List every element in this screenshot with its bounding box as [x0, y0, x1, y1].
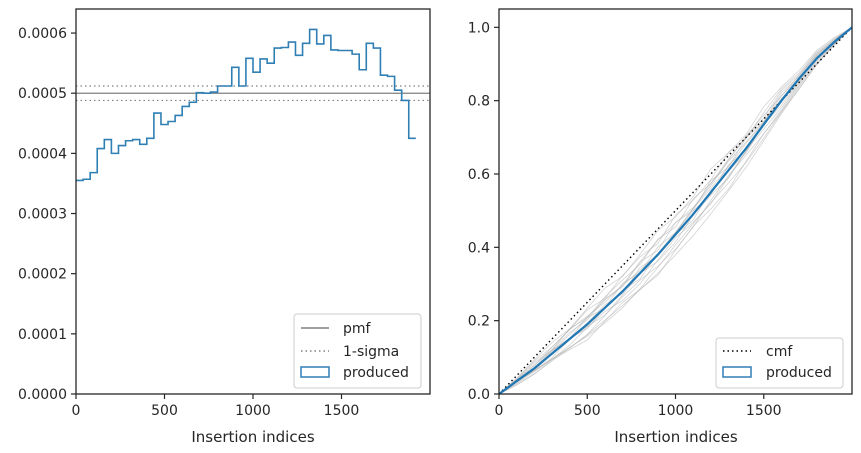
y-tick-label: 1.0	[468, 20, 490, 36]
bootstrap-curve	[498, 27, 853, 395]
x-tick-label: 0	[72, 403, 81, 419]
produced-histogram-step	[76, 28, 416, 182]
cumulative-ticks: 0 500 1000 1500 0.0 0.2 0.4 0.6 0.8 1.0	[468, 20, 782, 419]
legend-cumulative-produced-swatch	[722, 366, 752, 378]
histogram-ticks: 0 500 1000 1500 0.0000 0.0001 0.0002 0.0003 0.00…	[18, 26, 359, 419]
x-tick-label: 1000	[235, 403, 271, 419]
bootstrap-curve	[498, 27, 853, 395]
histogram-legend: pmf 1-sigma produced	[293, 313, 422, 389]
y-tick-label: 0.2	[468, 314, 490, 330]
y-tick-label: 0.0006	[18, 26, 67, 42]
y-tick-label: 0.0005	[18, 86, 67, 102]
produced-cumulative-line	[498, 26, 853, 395]
cumulative-marks	[498, 26, 853, 395]
legend-cumulative-produced-label: produced	[766, 365, 832, 381]
legend-produced-swatch	[300, 366, 330, 378]
y-tick-label: 0.0002	[18, 267, 67, 283]
x-tick-label: 500	[574, 403, 601, 419]
histogram-marks	[76, 28, 430, 182]
legend-produced-label: produced	[343, 365, 409, 381]
cumulative-x-axis-label: Insertion indices	[614, 428, 737, 446]
x-tick-label: 0	[495, 403, 504, 419]
x-tick-label: 1500	[746, 403, 782, 419]
x-tick-label: 500	[151, 403, 178, 419]
bootstrap-curve	[498, 27, 853, 395]
bootstrap-curve	[498, 26, 853, 395]
cumulative-legend-box	[715, 337, 844, 389]
cumulative-frame	[498, 8, 853, 395]
histogram-x-axis-label: Insertion indices	[191, 428, 314, 446]
bootstrap-curve	[498, 27, 853, 395]
legend-sigma-label: 1-sigma	[343, 344, 399, 360]
y-tick-label: 0.0000	[18, 387, 67, 403]
legend-cmf-label: cmf	[766, 344, 793, 360]
bootstrap-curve	[498, 27, 853, 395]
y-tick-label: 0.0	[468, 387, 490, 403]
x-tick-label: 1000	[658, 403, 694, 419]
bootstrap-curve	[498, 27, 853, 395]
x-tick-label: 1500	[324, 403, 360, 419]
histogram-legend-box	[293, 313, 422, 389]
y-tick-label: 0.0001	[18, 327, 67, 343]
y-tick-label: 0.8	[468, 94, 490, 110]
histogram-panel: 0 500 1000 1500 0.0000 0.0001 0.0002 0.0003 0.00…	[18, 8, 431, 446]
legend-pmf-label: pmf	[343, 321, 372, 337]
y-tick-label: 0.6	[468, 167, 490, 183]
y-tick-label: 0.0004	[18, 146, 67, 162]
y-tick-label: 0.4	[468, 240, 490, 256]
cmf-line	[498, 26, 853, 395]
cumulative-panel: 0 500 1000 1500 0.0 0.2 0.4 0.6 0.8 1.0 Insertion…	[468, 8, 853, 446]
y-tick-label: 0.0003	[18, 207, 67, 223]
cumulative-legend: cmf produced	[715, 337, 844, 389]
